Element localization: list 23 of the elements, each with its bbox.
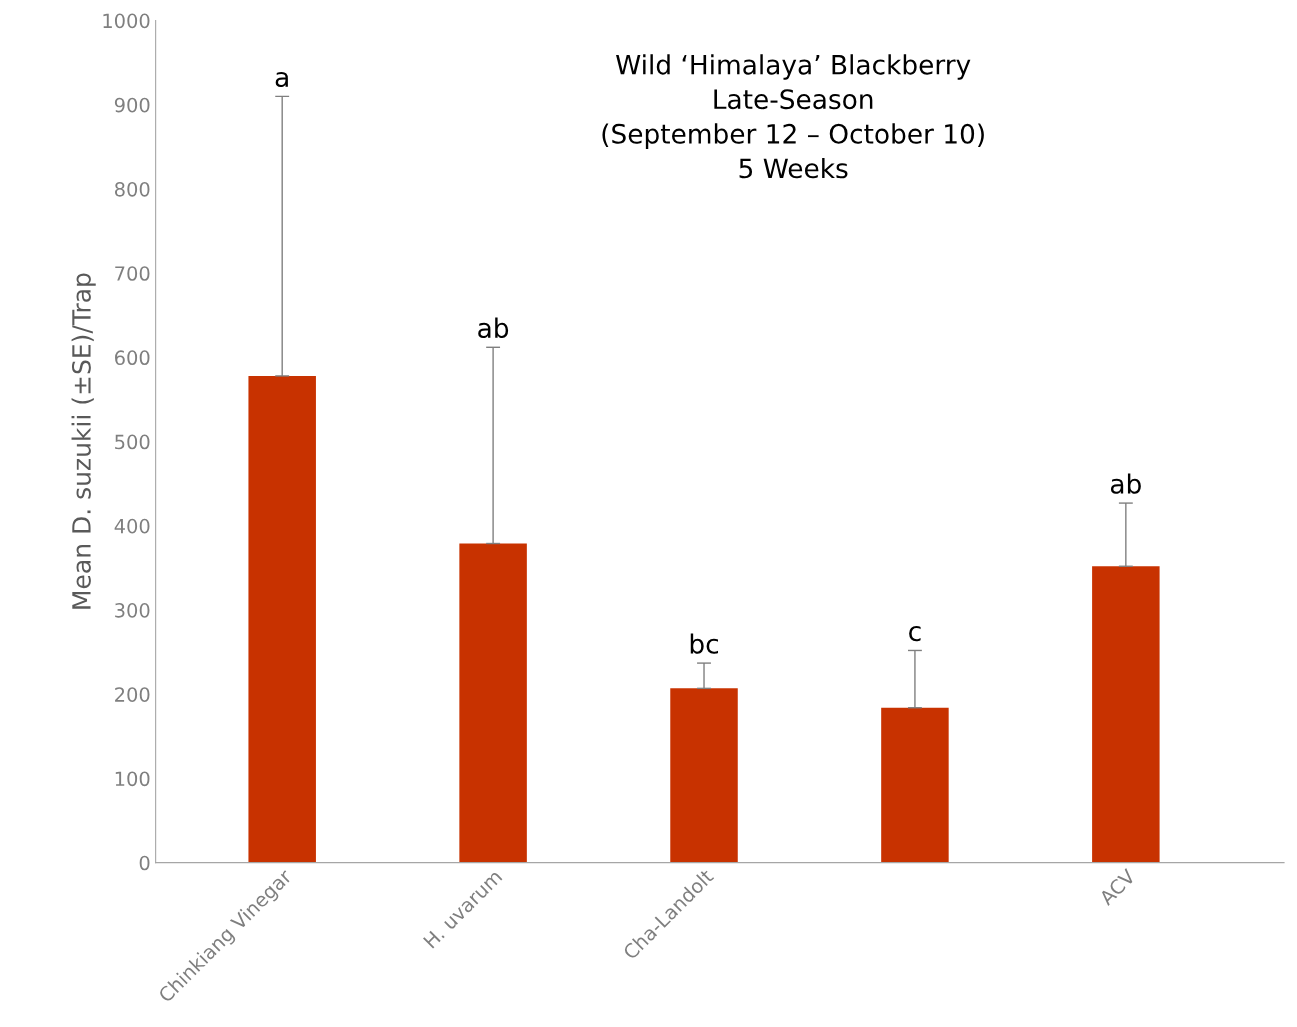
annotation: bc	[690, 633, 719, 654]
y-tick-label: 200	[115, 687, 150, 702]
y-tick-label: 500	[115, 434, 150, 450]
bar	[881, 707, 949, 863]
y-tick-label: 900	[114, 97, 150, 113]
annotation: ab	[478, 317, 509, 339]
y-tick-label: 300	[115, 602, 150, 618]
y-tick-label: 700	[115, 266, 150, 281]
bar	[1092, 566, 1160, 863]
y-tick-label: 400	[114, 518, 150, 534]
y-axis-title: Mean D. suzukii (±SE)/Trap	[71, 273, 96, 609]
text: Wild ‘Himalaya’ Blackberry Late-Season (September 12 – October 10) 5 Weeks	[602, 54, 984, 179]
annotation: c	[909, 626, 921, 642]
bar	[248, 375, 316, 863]
y-tick-label: 600	[115, 350, 150, 366]
bar	[459, 543, 527, 863]
annotation: a	[275, 71, 288, 88]
y-tick-label: 800	[114, 181, 150, 197]
y-tick-label: 0	[139, 855, 150, 871]
bar	[670, 688, 738, 863]
annotation: ab	[1110, 473, 1141, 494]
y-tick-label: 100	[115, 771, 150, 787]
y-tick-label: 1000	[103, 13, 150, 29]
